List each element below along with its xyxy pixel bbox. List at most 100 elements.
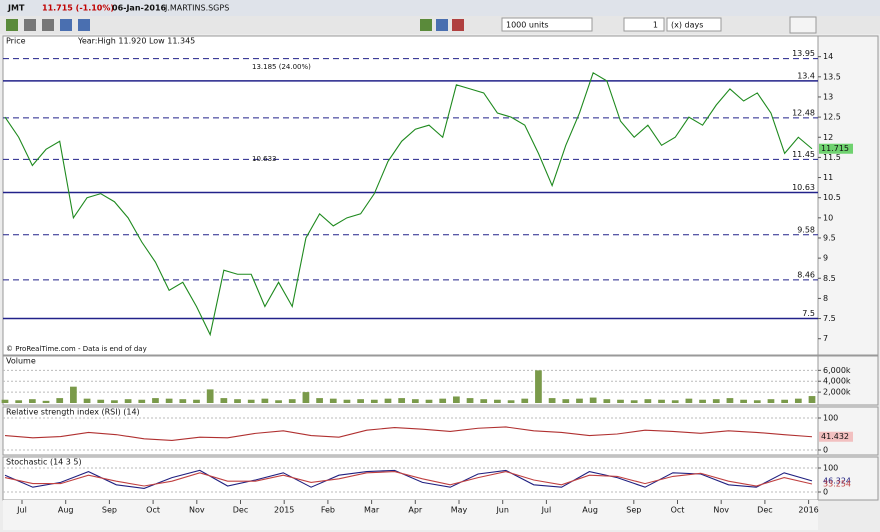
- volume-bar: [206, 389, 214, 403]
- y-tick-label: 12: [823, 133, 833, 142]
- icon[interactable]: [436, 19, 448, 31]
- y-tick-label: 8: [823, 294, 828, 303]
- last-value-tag: [819, 431, 853, 442]
- last-value-label: 46.324: [823, 476, 851, 485]
- symbol: JMT: [7, 4, 25, 13]
- level-label: 10.63: [792, 183, 815, 192]
- last-value-tag: [819, 143, 853, 154]
- axis-area: [817, 456, 879, 501]
- volume-bar: [712, 399, 720, 403]
- volume-bar: [124, 399, 132, 403]
- x-tick-label: Mar: [364, 506, 380, 515]
- annotation: © ProRealTime.com - Data is end of day: [6, 345, 147, 353]
- x-axis-area: [3, 500, 818, 530]
- axis-area: [817, 355, 879, 406]
- date: 06-Jan-2016: [112, 4, 167, 13]
- y-tick-label: 100: [823, 414, 838, 423]
- icon[interactable]: [60, 19, 72, 31]
- last-value-label: 41.432: [821, 432, 849, 441]
- y-tick-label: 9.5: [823, 233, 836, 242]
- annotation: 10.633: [252, 155, 277, 163]
- x-tick-label: Oct: [671, 506, 685, 515]
- panel-title: Stochastic (14 3 5): [6, 458, 82, 467]
- volume-bar: [425, 399, 433, 403]
- volume-bar: [726, 398, 734, 403]
- volume-bar: [494, 399, 501, 403]
- volume-bar: [28, 399, 36, 403]
- volume-bar: [671, 400, 679, 403]
- period-input[interactable]: [623, 17, 665, 32]
- x-tick-label: Sep: [626, 506, 641, 515]
- y-tick-label: 4,000k: [823, 377, 851, 386]
- volume-bar: [466, 398, 474, 403]
- y-tick-label: 11.5: [823, 153, 841, 162]
- y-tick-label: 10: [823, 213, 833, 222]
- series-line: [4, 426, 813, 441]
- chart-type-button[interactable]: [789, 16, 817, 34]
- y-tick-label: 6,000k: [823, 366, 851, 375]
- x-tick-label: May: [451, 506, 468, 515]
- period-select[interactable]: [666, 17, 722, 32]
- volume-bar: [42, 400, 50, 403]
- volume-bar: [398, 398, 406, 403]
- icon[interactable]: [42, 19, 54, 31]
- volume-bar: [630, 400, 638, 403]
- volume-bar: [370, 399, 378, 403]
- volume-bar: [261, 398, 269, 403]
- y-tick-label: 13: [823, 92, 833, 101]
- series-line: [4, 471, 813, 487]
- icon[interactable]: [78, 19, 90, 31]
- volume-bar: [753, 400, 761, 403]
- tool-icons[interactable]: [6, 19, 464, 31]
- volume-bar: [685, 398, 693, 403]
- volume-bar: [644, 399, 652, 403]
- series-line: [4, 469, 813, 489]
- panel: [2, 35, 819, 356]
- volume-bar: [658, 399, 665, 403]
- volume-bar: [288, 399, 296, 403]
- change: 11.715 (-1.10%): [42, 4, 114, 13]
- volume-bar: [329, 398, 337, 403]
- volume-bar: [220, 398, 228, 403]
- icon[interactable]: [6, 19, 18, 31]
- volume-bar: [603, 399, 611, 403]
- panel-title: Volume: [6, 357, 36, 366]
- y-tick-label: 7: [823, 334, 828, 343]
- volume-bar: [138, 399, 146, 403]
- x-tick-label: Jul: [16, 506, 27, 515]
- level-label: 12.48: [792, 108, 815, 117]
- panel: [2, 456, 819, 501]
- level-label: 7.5: [802, 309, 815, 318]
- y-tick-label: 14: [823, 52, 833, 61]
- units-select[interactable]: [501, 17, 593, 32]
- y-tick-label: 2,000k: [823, 388, 851, 397]
- x-tick-label: Nov: [189, 506, 205, 515]
- volume-bar: [453, 396, 460, 403]
- y-tick-label: 0: [823, 488, 828, 497]
- panel-title: Relative strength index (RSI) (14): [6, 408, 140, 417]
- y-tick-label: 8.5: [823, 274, 836, 283]
- volume-bar: [576, 398, 583, 403]
- icon[interactable]: [24, 19, 36, 31]
- volume-bar: [699, 399, 706, 403]
- volume-bar: [781, 399, 789, 403]
- volume-bar: [234, 399, 241, 403]
- level-label: 13.4: [797, 71, 815, 80]
- level-label: 13.95: [792, 49, 815, 58]
- period: (x) days: [671, 21, 703, 30]
- last-value-label: 33.254: [823, 480, 851, 489]
- panel-subtitle: Year:High 11.920 Low 11.345: [77, 37, 195, 46]
- y-tick-label: 100: [823, 464, 838, 473]
- volume-bar: [740, 399, 747, 403]
- icon[interactable]: [420, 19, 432, 31]
- volume-bar: [480, 399, 488, 403]
- volume-bar: [70, 386, 77, 403]
- icon[interactable]: [452, 19, 464, 31]
- y-tick-label: 11: [823, 173, 833, 182]
- volume-bar: [247, 399, 255, 403]
- y-tick-label: 12.5: [823, 113, 841, 122]
- x-tick-label: Oct: [146, 506, 160, 515]
- volume-bar: [439, 398, 447, 403]
- x-tick-label: 2016: [798, 506, 818, 515]
- last-value-label: 11.715: [821, 144, 849, 153]
